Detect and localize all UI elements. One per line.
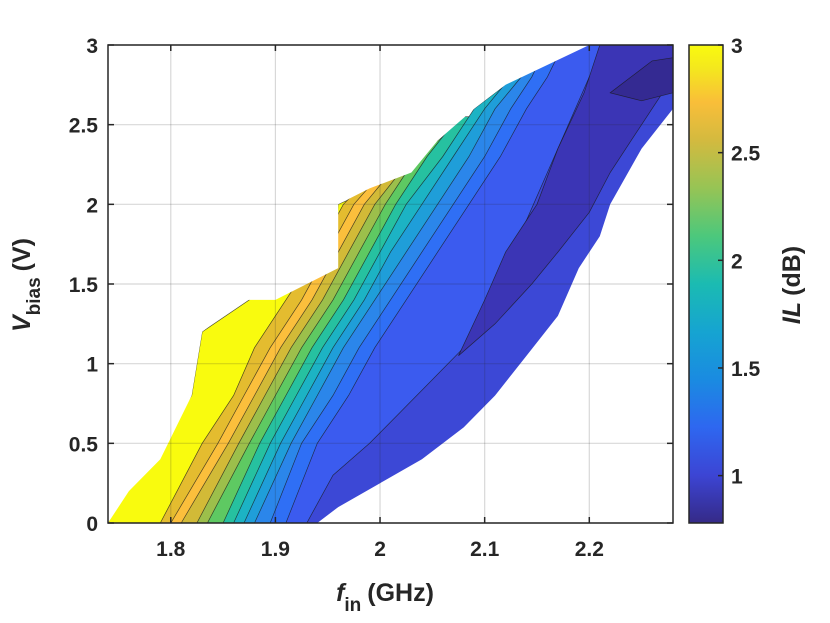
y-tick-label: 1 <box>86 354 98 377</box>
colorbar-tick-label: 1.5 <box>731 358 761 381</box>
colorbar-tick-label: 2.5 <box>731 143 761 166</box>
colorbar-label: IL(dB) <box>778 246 806 324</box>
contour-band-14 <box>609 57 673 102</box>
x-axis-label: fin (GHz) <box>336 579 434 616</box>
y-tick-label: 2 <box>86 194 98 217</box>
y-tick-label: 3 <box>86 35 98 58</box>
x-tick-label: 1.9 <box>261 538 290 561</box>
y-tick-label: 2.5 <box>69 115 99 138</box>
y-axis-label: Vbias(V) <box>8 238 45 332</box>
x-tick-label: 1.8 <box>156 538 186 561</box>
y-axis-ticks: 0 0.5 1 1.5 2 2.5 3 <box>69 35 673 536</box>
x-tick-label: 2 <box>374 538 386 561</box>
blank-region-lower-right <box>317 108 673 523</box>
contour-band-13 <box>458 45 673 356</box>
no-data-regions <box>108 45 673 523</box>
colorbar-ticks: 1 1.5 2 2.5 3 <box>718 35 761 489</box>
colorbar-tick-label: 1 <box>731 466 743 489</box>
y-tick-label: 0 <box>86 513 98 536</box>
colorbar-tick-label: 3 <box>731 35 743 58</box>
x-axis-ticks: 1.8 1.9 2 2.1 2.2 <box>156 45 604 561</box>
x-tick-label: 2.2 <box>575 538 604 561</box>
plot-area: 1.8 1.9 2 2.1 2.2 0 0.5 1 1.5 2 2.5 3 <box>69 35 674 561</box>
colorbar-gradient <box>688 44 724 524</box>
colorbar: 1 1.5 2 2.5 3 <box>688 35 761 524</box>
x-tick-label: 2.1 <box>470 538 500 561</box>
colorbar-tick-label: 2 <box>731 250 743 273</box>
blank-region-upper-left <box>108 45 621 523</box>
y-tick-label: 0.5 <box>69 433 99 456</box>
y-tick-label: 1.5 <box>69 274 99 297</box>
